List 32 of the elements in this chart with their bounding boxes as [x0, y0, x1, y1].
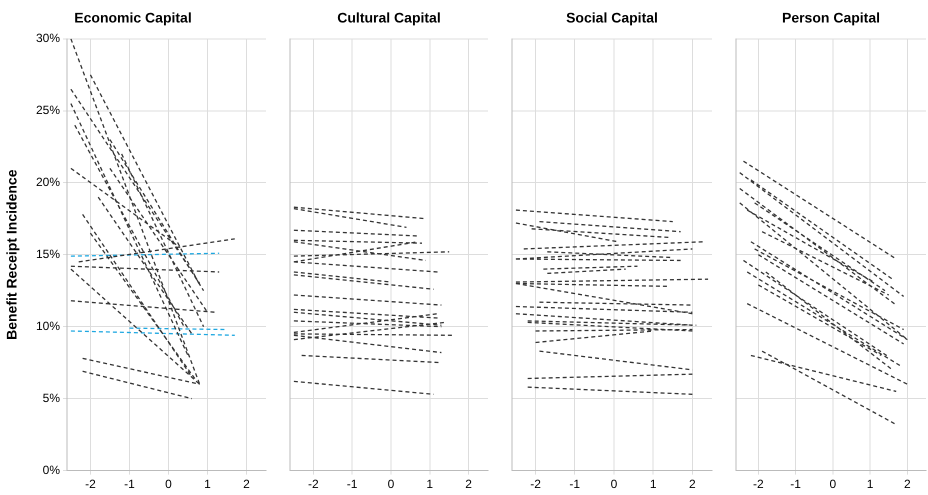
x-tick-label: 0	[165, 477, 172, 492]
y-tick-label: 0%	[42, 462, 60, 477]
chart-title: Economic Capital	[74, 9, 192, 26]
x-tick-label: -1	[346, 477, 358, 492]
y-tick-label: 20%	[36, 175, 60, 190]
x-tick-label: -2	[308, 477, 319, 492]
x-tick-label: -2	[530, 477, 542, 492]
x-tick-label: -1	[124, 477, 136, 492]
x-tick-label: 2	[904, 477, 912, 492]
x-tick-label: 1	[650, 477, 657, 492]
y-tick-label: 15%	[36, 247, 60, 262]
x-tick-label: 1	[426, 477, 434, 492]
x-tick-label: 2	[465, 477, 472, 492]
x-tick-label: -1	[790, 477, 802, 492]
x-tick-label: -2	[85, 477, 96, 492]
x-tick-label: 2	[243, 477, 250, 492]
x-tick-label: 1	[204, 477, 212, 492]
x-tick-label: 0	[830, 477, 837, 492]
y-tick-label: 5%	[42, 390, 60, 405]
x-tick-label: 0	[388, 477, 395, 492]
chart-title: Cultural Capital	[337, 9, 441, 26]
chart-title: Social Capital	[566, 9, 658, 26]
y-tick-label: 25%	[36, 103, 60, 118]
x-tick-label: -1	[569, 477, 580, 492]
y-axis-title: Benefit Receipt Incidence	[3, 169, 20, 340]
y-tick-label: 10%	[36, 318, 60, 333]
x-tick-label: 0	[610, 477, 618, 492]
x-tick-label: 2	[689, 477, 696, 492]
y-tick-label: 30%	[36, 31, 60, 46]
chart-title: Person Capital	[782, 9, 880, 26]
x-tick-label: -2	[753, 477, 764, 492]
x-tick-label: 1	[866, 477, 874, 492]
